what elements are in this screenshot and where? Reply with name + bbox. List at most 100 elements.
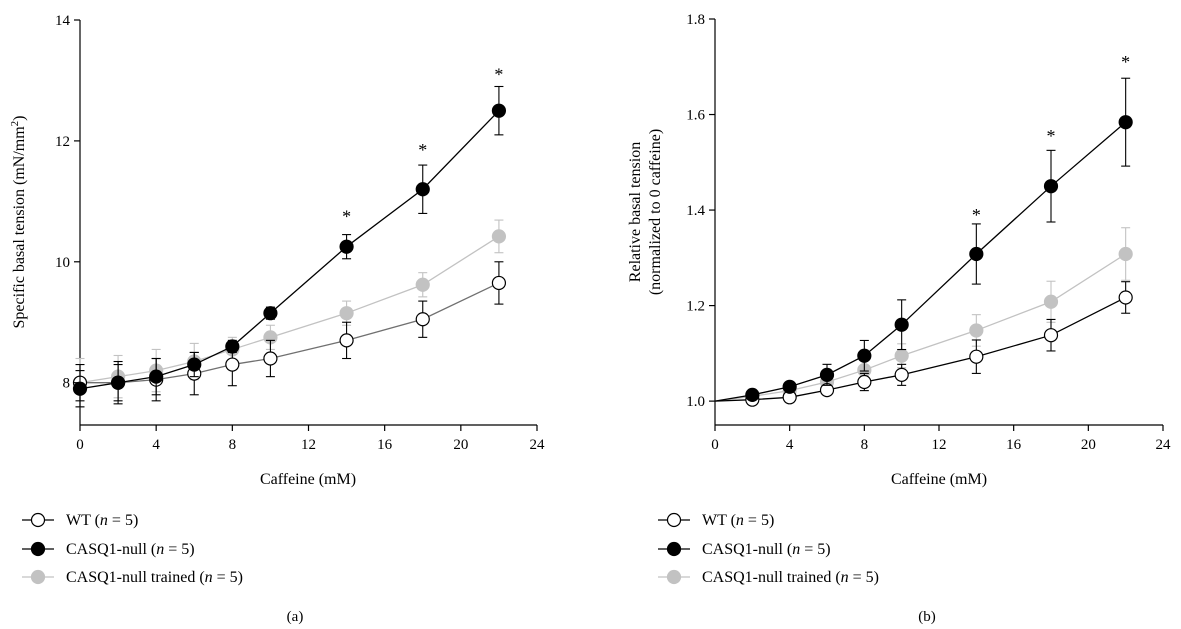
series-casq1-null (714, 77, 1133, 403)
legend-label-suffix: = 5) (744, 512, 774, 529)
x-tick-label: 0 (76, 437, 84, 453)
series-casq1-null (72, 85, 507, 408)
x-axis-title: Caffeine (mM) (260, 471, 356, 488)
ticks-layer: 0 4 8 12 16 20 24 8 10 12 14 (55, 13, 545, 453)
legend-label-n: n (792, 541, 800, 558)
plot-area: * * * 0 4 8 12 16 20 24 1.0 1.2 1.4 1.6 1.8 (686, 12, 1171, 453)
legend-label-suffix: = 5) (213, 569, 243, 586)
legend-label-suffix: = 5) (108, 512, 138, 529)
x-tick-label: 4 (152, 437, 160, 453)
y-tick-label: 1.4 (686, 203, 705, 219)
y-tick-label: 1.6 (686, 108, 705, 124)
open-circle-marker (225, 357, 240, 372)
open-circle-marker (339, 333, 354, 348)
filled-circle-marker (72, 381, 88, 396)
x-tick-label: 20 (453, 437, 468, 453)
legend-item: WT (n = 5) (22, 512, 138, 529)
legend-label-prefix: CASQ1-null ( (702, 541, 792, 558)
panel-a: * * * 0 4 8 12 16 20 24 8 10 12 14 Caffeine (mM) Spe… (9, 13, 545, 625)
legend-marker-filled-circle (666, 541, 682, 557)
series-line (80, 282, 500, 384)
legend-label-n: n (100, 512, 108, 529)
gray-circle-marker (339, 306, 354, 321)
legend-item: WT (n = 5) (658, 512, 774, 529)
legend-marker-gray-circle (30, 569, 46, 585)
filled-circle-marker (149, 369, 164, 384)
gray-circle-marker (1118, 246, 1133, 262)
gray-circle-marker (491, 229, 507, 244)
ticks-layer: 0 4 8 12 16 20 24 1.0 1.2 1.4 1.6 1.8 (686, 12, 1171, 453)
legend-label: CASQ1-null trained (n = 5) (66, 569, 243, 586)
gray-circle-marker (1043, 294, 1059, 309)
series-line (79, 235, 500, 384)
series-line (714, 121, 1127, 402)
panel-label: (b) (918, 609, 936, 625)
open-circle-marker (1118, 290, 1133, 305)
legend-label-n: n (736, 512, 744, 529)
y-tick-label: 1.2 (686, 299, 705, 315)
legend-marker-gray-circle (666, 569, 682, 585)
legend-marker-filled-circle (30, 541, 46, 557)
filled-circle-marker (110, 375, 126, 390)
legend-marker-open-circle (30, 512, 46, 528)
filled-circle-marker (782, 379, 797, 394)
legend-label-prefix: CASQ1-null ( (66, 541, 156, 558)
legend-label-prefix: CASQ1-null trained ( (66, 569, 205, 586)
x-tick-label: 20 (1081, 437, 1096, 453)
filled-circle-marker (819, 367, 835, 382)
x-tick-label: 12 (301, 437, 316, 453)
x-tick-label: 4 (786, 437, 794, 453)
y-axis-title-close: ) (11, 115, 28, 120)
open-circle-marker (415, 312, 430, 327)
significance-asterisk: * (494, 64, 503, 84)
marks-layer: * * * (714, 52, 1133, 407)
y-tick-label: 1.0 (686, 394, 705, 410)
panel-label: (a) (287, 609, 304, 625)
filled-circle-marker (969, 246, 984, 262)
x-tick-label: 16 (1006, 437, 1022, 453)
y-tick-label: 14 (55, 13, 71, 29)
open-circle-marker (969, 349, 984, 364)
significance-asterisk: * (1047, 126, 1056, 146)
legend-item: CASQ1-null (n = 5) (22, 541, 195, 558)
y-tick-label: 1.8 (686, 12, 705, 28)
legend-item: CASQ1-null (n = 5) (658, 541, 831, 558)
y-axis-title: Specific basal tension (mN/mm2) (9, 115, 28, 328)
x-axis-title: Caffeine (mM) (891, 471, 987, 488)
y-axis-title-superscript: 2 (9, 121, 21, 127)
x-tick-label: 8 (861, 437, 869, 453)
plot-area: * * * 0 4 8 12 16 20 24 8 10 12 14 (55, 13, 545, 453)
gray-circle-marker (894, 348, 909, 363)
open-circle-marker (857, 374, 872, 390)
open-circle-marker (894, 367, 909, 382)
legend-label-prefix: WT ( (66, 512, 100, 529)
open-circle-marker (491, 275, 507, 291)
gray-circle-marker (969, 323, 984, 338)
series-line (714, 253, 1127, 402)
x-tick-label: 24 (1156, 437, 1172, 453)
panel-b: * * * 0 4 8 12 16 20 24 1.0 1.2 1.4 1.6 1.8 Caffeine … (627, 12, 1171, 625)
legend-label-prefix: WT ( (702, 512, 736, 529)
legend-label-suffix: = 5) (849, 569, 879, 586)
significance-asterisk: * (342, 206, 351, 226)
y-tick-label: 12 (55, 134, 70, 150)
open-circle-marker (1043, 328, 1059, 343)
filled-circle-marker (894, 317, 909, 332)
legend-label: WT (n = 5) (702, 512, 774, 529)
significance-asterisk: * (1121, 52, 1130, 72)
legend-label-n: n (156, 541, 164, 558)
series-wt (714, 281, 1133, 407)
y-tick-label: 10 (55, 255, 70, 271)
filled-circle-marker (1043, 179, 1059, 194)
legend-label-prefix: CASQ1-null trained ( (702, 569, 841, 586)
legend: WT (n = 5) CASQ1-null (n = 5) CASQ1-null… (658, 512, 879, 586)
series-line (79, 110, 500, 390)
legend-label: CASQ1-null (n = 5) (702, 541, 831, 558)
series-casq1-null-trained (714, 227, 1133, 404)
legend-item: CASQ1-null trained (n = 5) (22, 569, 243, 586)
x-tick-label: 0 (711, 437, 719, 453)
significance-asterisk: * (418, 140, 427, 160)
legend-marker-open-circle (666, 512, 682, 528)
legend: WT (n = 5) CASQ1-null (n = 5) CASQ1-null… (22, 512, 243, 586)
open-circle-marker (263, 351, 278, 366)
